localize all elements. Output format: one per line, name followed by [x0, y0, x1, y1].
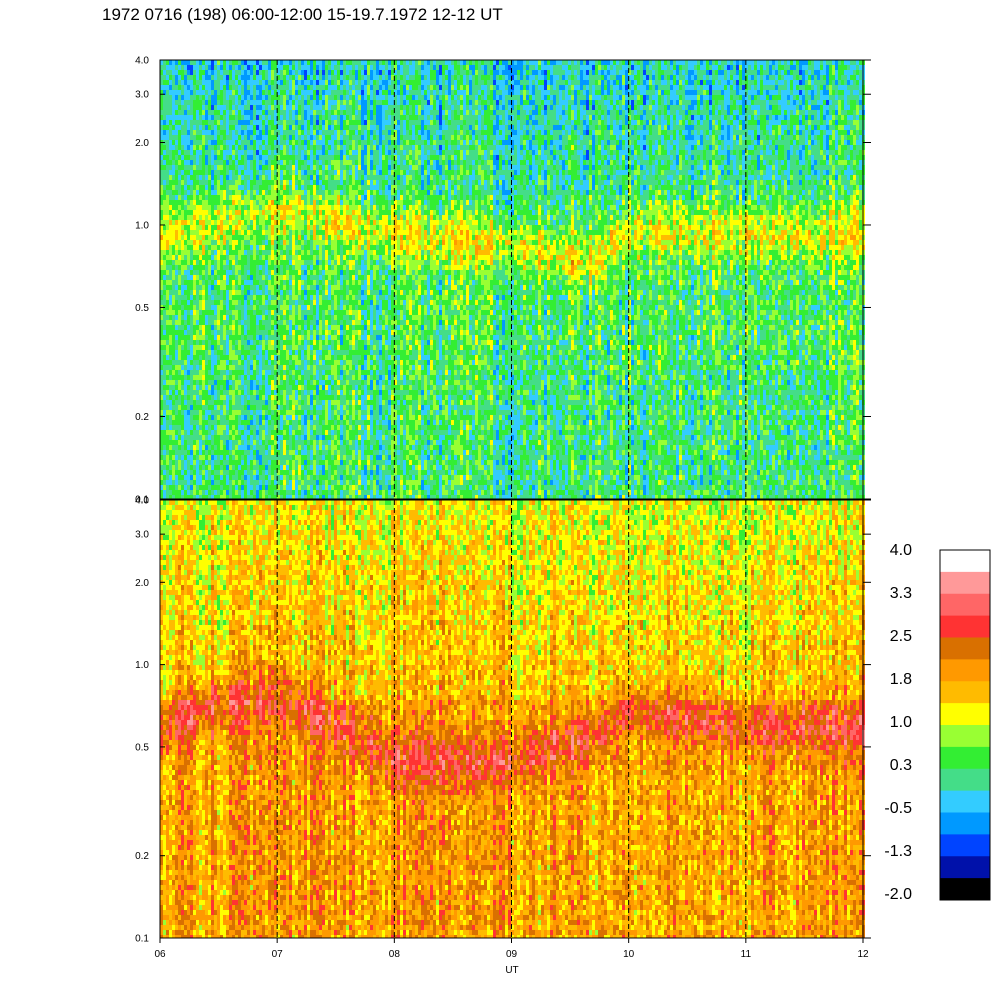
time-grid-lines — [276, 60, 747, 938]
colorbar-label: 0.3 — [890, 757, 912, 774]
colorbar-swatch — [940, 812, 990, 835]
x-tick-label: 10 — [623, 949, 635, 960]
y-tick-label: 0.5 — [135, 303, 149, 314]
y-tick-label: 2.0 — [135, 138, 149, 149]
spectrogram-panel-top — [160, 60, 865, 499]
colorbar-swatch — [940, 571, 990, 595]
colorbar-label: -0.5 — [884, 800, 912, 817]
x-axis-label: UT — [505, 965, 518, 976]
colorbar-swatch — [940, 637, 990, 660]
x-tick-label: 06 — [154, 949, 166, 960]
y-tick-label: 0.2 — [135, 851, 149, 862]
y-tick-label: 0.2 — [135, 412, 149, 423]
colorbar-swatch — [940, 878, 990, 901]
colorbar-swatch — [940, 593, 990, 617]
colorbar-swatch — [940, 834, 990, 857]
y-tick-label: 1.0 — [135, 220, 149, 231]
colorbar-label: 2.5 — [890, 628, 912, 645]
colorbar-swatch — [940, 790, 990, 813]
spectrogram-panel-bottom — [160, 500, 865, 938]
y-tick-label: 1.0 — [135, 660, 149, 671]
y-tick-label: 3.0 — [135, 90, 149, 101]
y-tick-label: 2.0 — [135, 578, 149, 589]
colorbar: 4.0 3.3 2.5 1.8 1.0 0.3 -0.5 -1.3 -2.0 — [884, 542, 991, 903]
y-tick-label: 0.1 — [135, 934, 149, 945]
y-tick-label: 0.1 — [135, 495, 149, 506]
x-tick-label: 09 — [506, 949, 518, 960]
colorbar-swatch — [940, 725, 990, 748]
colorbar-swatch — [940, 550, 990, 573]
x-tick-label: 11 — [741, 949, 752, 960]
colorbar-frame — [939, 549, 991, 901]
colorbar-swatch — [940, 746, 990, 770]
x-tick-label: 08 — [389, 949, 401, 960]
colorbar-swatch — [940, 856, 990, 879]
colorbar-label: 1.8 — [890, 671, 912, 688]
x-tick-label: 12 — [857, 949, 869, 960]
panel-frame-1 — [159, 59, 864, 500]
colorbar-label: -2.0 — [884, 886, 912, 903]
colorbar-label: -1.3 — [884, 843, 912, 860]
y-tick-label: 4.0 — [135, 496, 149, 507]
colorbar-label: 4.0 — [890, 542, 912, 559]
colorbar-swatch — [940, 659, 990, 682]
y-tick-label: 3.0 — [135, 530, 149, 541]
colorbar-swatch — [940, 768, 990, 792]
x-axis: 06 07 08 09 10 11 12 — [154, 938, 869, 960]
y-tick-label: 4.0 — [135, 56, 149, 67]
colorbar-swatch — [940, 681, 990, 704]
colorbar-swatch — [940, 615, 990, 638]
y-tick-label: 0.5 — [135, 742, 149, 753]
page-title: 1972 0716 (198) 06:00-12:00 15-19.7.1972… — [102, 5, 503, 25]
y-axis: 0.10.20.51.02.03.04.00.10.20.51.02.03.04… — [135, 56, 871, 945]
x-tick-label: 07 — [272, 949, 284, 960]
colorbar-swatch — [940, 703, 990, 726]
colorbar-label: 3.3 — [890, 585, 912, 602]
colorbar-label: 1.0 — [890, 714, 912, 731]
